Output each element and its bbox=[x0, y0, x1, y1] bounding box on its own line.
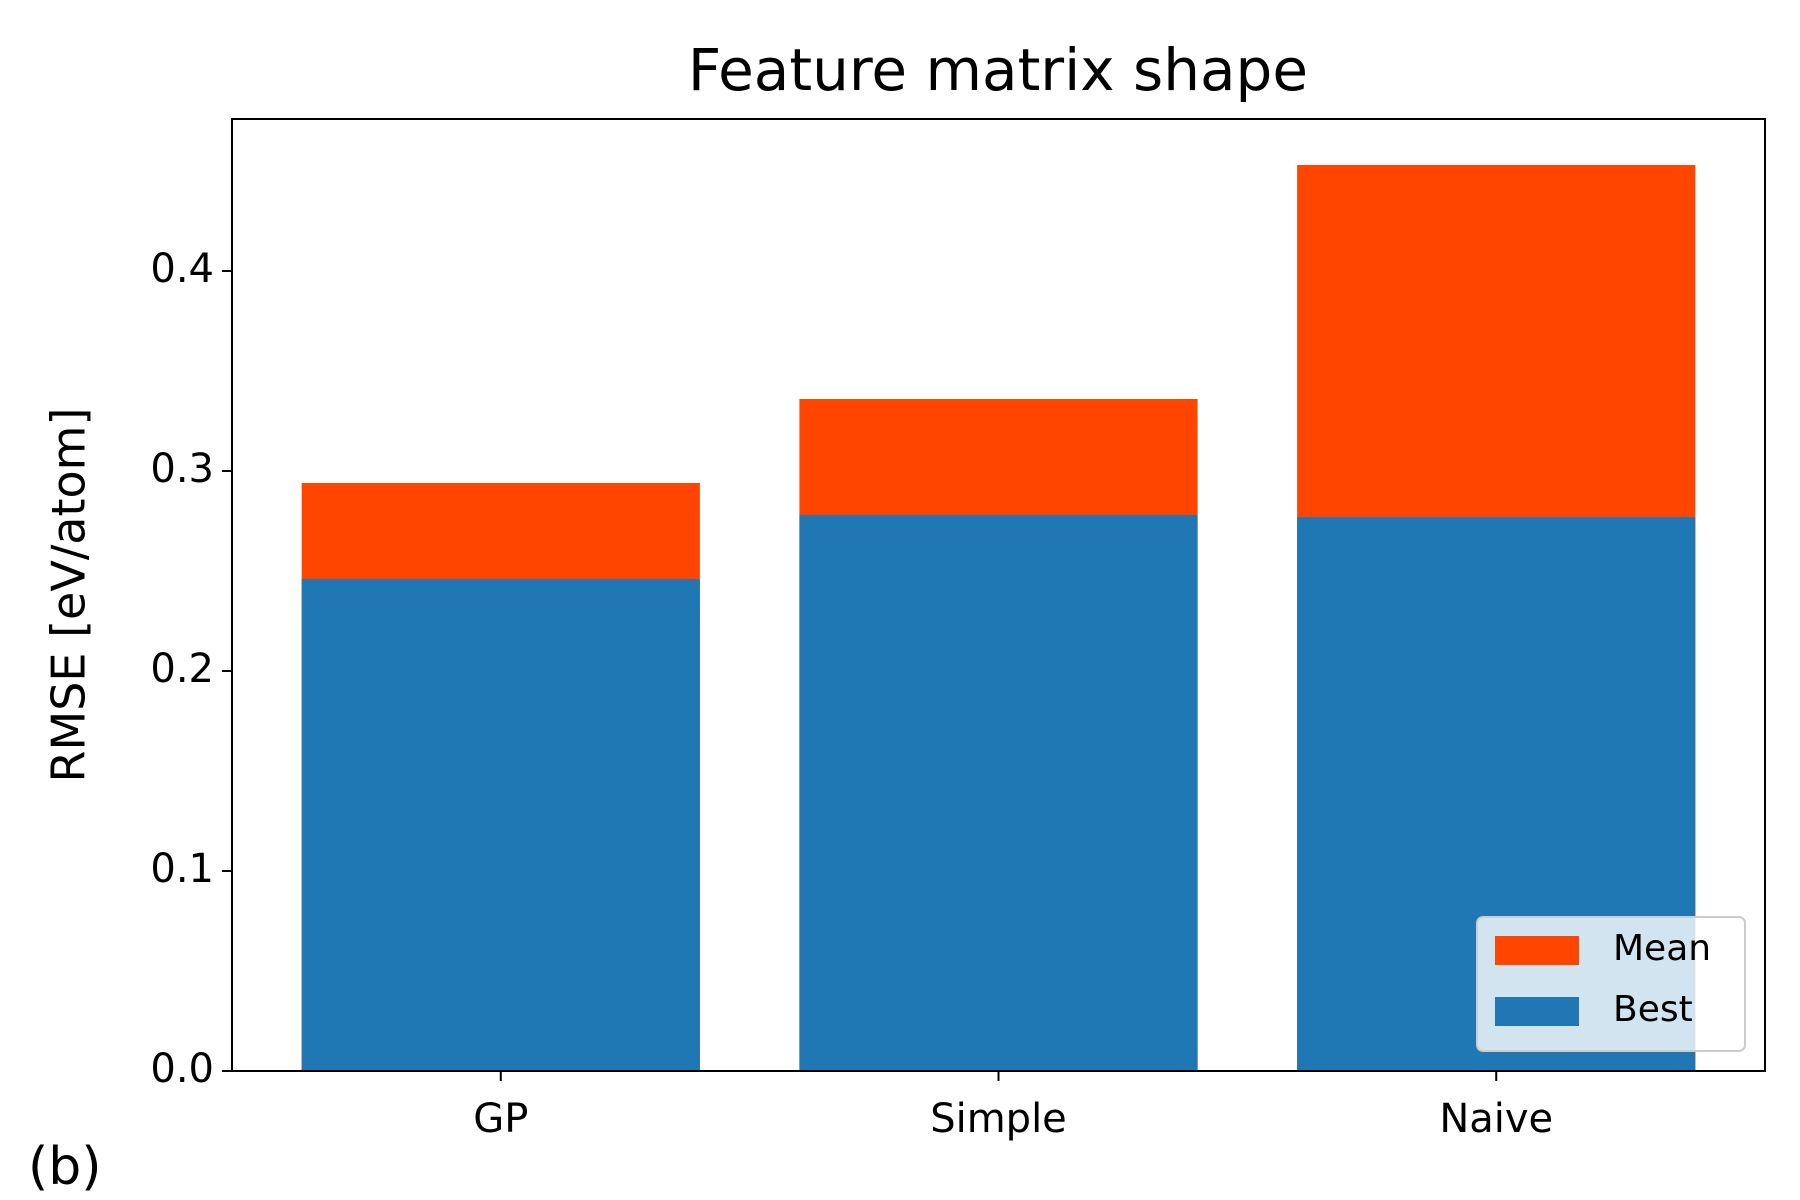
y-tick-label: 0.1 bbox=[150, 846, 214, 892]
legend-swatch bbox=[1495, 936, 1579, 965]
x-tick-label: Simple bbox=[930, 1096, 1067, 1142]
plot-frame bbox=[231, 118, 1766, 1072]
x-tick-label: GP bbox=[473, 1096, 528, 1142]
bar bbox=[799, 515, 1198, 1071]
y-tick-label: 0.2 bbox=[150, 646, 214, 692]
y-tick-label: 0.3 bbox=[150, 446, 214, 492]
legend: Mean Best bbox=[1476, 916, 1746, 1052]
y-tick-label: 0.4 bbox=[150, 246, 214, 292]
legend-swatch bbox=[1495, 997, 1579, 1026]
bar bbox=[301, 579, 700, 1071]
legend-label: Best bbox=[1613, 989, 1693, 1030]
legend-label: Mean bbox=[1613, 928, 1711, 969]
chart-title: Feature matrix shape bbox=[688, 36, 1308, 104]
y-axis-label: RMSE [eV/atom] bbox=[42, 408, 96, 783]
x-tick-label: Naive bbox=[1439, 1096, 1553, 1142]
panel-label: (b) bbox=[28, 1137, 102, 1197]
y-tick-label: 0.0 bbox=[150, 1046, 214, 1092]
